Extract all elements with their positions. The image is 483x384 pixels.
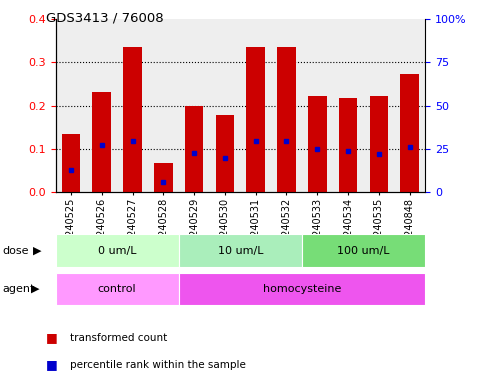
Bar <box>215 115 234 192</box>
Bar <box>246 47 265 192</box>
Bar <box>92 92 111 192</box>
Text: homocysteine: homocysteine <box>263 284 341 294</box>
Bar <box>179 234 302 267</box>
Bar <box>339 98 357 192</box>
Bar <box>62 134 80 192</box>
Bar <box>308 96 327 192</box>
Bar <box>179 273 425 305</box>
Bar <box>56 273 179 305</box>
Text: GDS3413 / 76008: GDS3413 / 76008 <box>46 12 164 25</box>
Text: ■: ■ <box>46 358 57 371</box>
Text: agent: agent <box>2 284 35 294</box>
Text: ■: ■ <box>46 331 57 344</box>
Text: 100 um/L: 100 um/L <box>337 245 390 256</box>
Text: control: control <box>98 284 136 294</box>
Bar <box>277 47 296 192</box>
Bar <box>56 234 179 267</box>
Text: 10 um/L: 10 um/L <box>217 245 263 256</box>
Text: percentile rank within the sample: percentile rank within the sample <box>70 360 246 370</box>
Bar <box>302 234 425 267</box>
Text: transformed count: transformed count <box>70 333 167 343</box>
Text: ▶: ▶ <box>31 284 40 294</box>
Bar <box>185 106 203 192</box>
Bar <box>154 163 172 192</box>
Bar <box>123 47 142 192</box>
Bar <box>369 96 388 192</box>
Text: 0 um/L: 0 um/L <box>98 245 136 256</box>
Text: dose: dose <box>2 245 29 256</box>
Bar <box>400 74 419 192</box>
Text: ▶: ▶ <box>33 245 42 256</box>
